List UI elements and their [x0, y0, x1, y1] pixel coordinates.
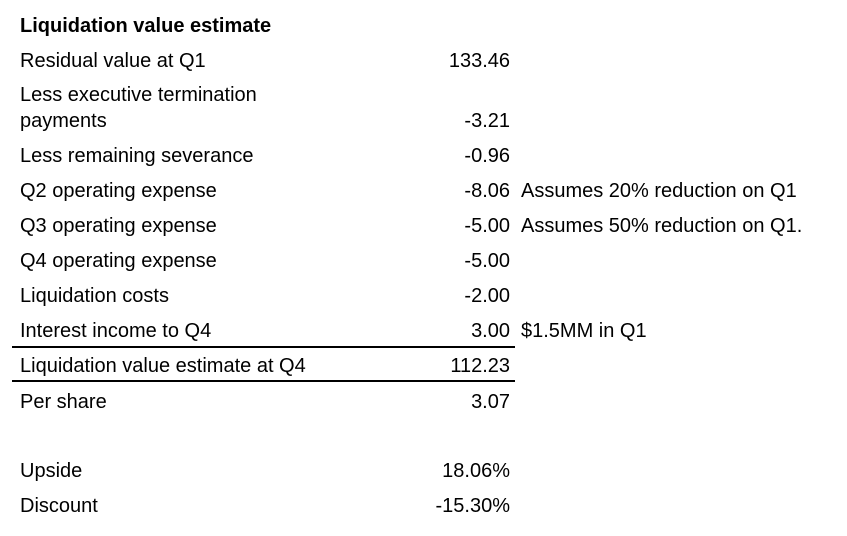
- row-value-q2-opex: -8.06: [464, 180, 510, 202]
- row-label-residual-value: Residual value at Q1: [20, 50, 206, 72]
- row-note-q2-opex: Assumes 20% reduction on Q1: [521, 180, 797, 202]
- total-label: Liquidation value estimate at Q4: [20, 355, 306, 377]
- table-title: Liquidation value estimate: [20, 15, 272, 37]
- discount-label: Discount: [20, 495, 98, 517]
- row-note-q3-opex: Assumes 50% reduction on Q1.: [521, 215, 803, 237]
- per-share-label: Per share: [20, 391, 107, 413]
- row-value-q3-opex: -5.00: [464, 215, 510, 237]
- per-share-value: 3.07: [471, 391, 510, 413]
- row-value-q4-opex: -5.00: [464, 250, 510, 272]
- upside-value: 18.06%: [442, 460, 510, 482]
- row-label-q2-opex: Q2 operating expense: [20, 180, 217, 202]
- row-value-severance: -0.96: [464, 145, 510, 167]
- row-value-liquidation-costs: -2.00: [464, 285, 510, 307]
- total-top-border: [12, 346, 515, 348]
- row-label-severance: Less remaining severance: [20, 145, 254, 167]
- total-value: 112.23: [450, 355, 510, 377]
- row-label-q4-opex: Q4 operating expense: [20, 250, 217, 272]
- row-note-interest-income: $1.5MM in Q1: [521, 320, 647, 342]
- total-bottom-border: [12, 380, 515, 382]
- row-label-liquidation-costs: Liquidation costs: [20, 285, 169, 307]
- row-value-exec-termination: -3.21: [464, 110, 510, 132]
- row-label-interest-income: Interest income to Q4: [20, 320, 212, 342]
- row-value-residual-value: 133.46: [448, 50, 510, 72]
- row-label-exec-termination-line2: payments: [20, 110, 107, 132]
- upside-label: Upside: [20, 460, 83, 482]
- row-label-exec-termination: Less executive termination: [20, 84, 257, 106]
- discount-value: -15.30%: [435, 495, 511, 517]
- row-value-interest-income: 3.00: [471, 320, 510, 342]
- row-label-q3-opex: Q3 operating expense: [20, 215, 217, 237]
